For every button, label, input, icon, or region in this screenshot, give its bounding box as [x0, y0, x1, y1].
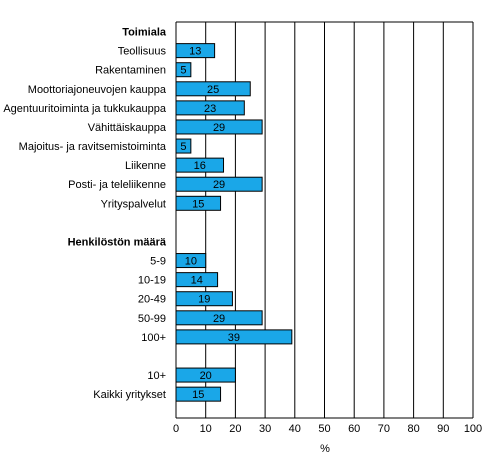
x-tick-label: 100 — [464, 423, 482, 435]
bar-10 — [175, 367, 236, 383]
bar-yrityspalvelut — [175, 195, 222, 211]
category-label-5-9: 5-9 — [150, 256, 166, 268]
bar-rakentaminen — [175, 62, 192, 78]
bar-majoitus-ja-ravitsemistoiminta — [175, 138, 192, 154]
category-label-kaikki-yritykset: Kaikki yritykset — [93, 389, 166, 401]
bar-vahittaiskauppa — [175, 119, 263, 135]
x-tick-label: 0 — [173, 423, 179, 435]
x-axis-label: % — [320, 443, 330, 455]
bar-20-49 — [175, 291, 233, 307]
category-label-10: 10+ — [147, 370, 166, 382]
category-label-rakentaminen: Rakentaminen — [95, 65, 166, 77]
bar-kaikki-yritykset — [175, 386, 222, 402]
category-labels: Toimiala Teollisuus Rakentaminen Moottoriaj… — [3, 27, 167, 402]
data-label-50-99: 29 — [213, 313, 225, 325]
data-label-moottoriajoneuvojen-kauppa: 25 — [207, 84, 219, 96]
category-label-yrityspalvelut: Yrityspalvelut — [101, 198, 166, 210]
category-label-100: 100+ — [141, 332, 166, 344]
data-label-20-49: 19 — [198, 294, 210, 306]
bar-agentuuritoiminta-ja-tukkukauppa — [175, 100, 245, 116]
data-label-posti-ja-teleliikenne: 29 — [213, 179, 225, 191]
category-label-posti-ja-teleliikenne: Posti- ja teleliikenne — [68, 179, 166, 191]
data-label-liikenne: 16 — [194, 160, 206, 172]
category-label-teollisuus: Teollisuus — [118, 46, 167, 58]
category-label-50-99: 50-99 — [138, 313, 166, 325]
section-title: Henkilöstön määrä — [68, 236, 167, 248]
data-label-majoitus-ja-ravitsemistoiminta: 5 — [180, 141, 186, 153]
data-label-yrityspalvelut: 15 — [192, 198, 204, 210]
bar-posti-ja-teleliikenne — [175, 176, 263, 192]
x-tick-label: 70 — [378, 423, 390, 435]
data-label-rakentaminen: 5 — [180, 65, 186, 77]
bar-100 — [175, 329, 293, 345]
category-label-agentuuritoiminta-ja-tukkukauppa: Agentuuritoiminta ja tukkukauppa — [3, 103, 167, 115]
data-label-10: 20 — [200, 370, 212, 382]
bar-50-99 — [175, 310, 263, 326]
x-tick-label: 30 — [259, 423, 271, 435]
x-tick-label: 80 — [407, 423, 419, 435]
data-label-agentuuritoiminta-ja-tukkukauppa: 23 — [204, 103, 216, 115]
bar-teollisuus — [175, 43, 216, 59]
data-label-100: 39 — [228, 332, 240, 344]
x-tick-label: 20 — [229, 423, 241, 435]
x-tick-label: 60 — [348, 423, 360, 435]
category-label-moottoriajoneuvojen-kauppa: Moottoriajoneuvojen kauppa — [28, 84, 167, 96]
x-tick-label: 40 — [289, 423, 301, 435]
bar-5-9 — [175, 253, 207, 269]
data-label-kaikki-yritykset: 15 — [192, 389, 204, 401]
bar-liikenne — [175, 157, 225, 173]
x-tick-label: 90 — [437, 423, 449, 435]
x-axis: 0 10 20 30 40 50 60 70 80 90 100 — [173, 423, 482, 435]
x-tick-label: 10 — [200, 423, 212, 435]
section-title: Toimiala — [122, 27, 167, 39]
data-label-vahittaiskauppa: 29 — [213, 122, 225, 134]
category-label-20-49: 20-49 — [138, 294, 166, 306]
x-tick-label: 50 — [318, 423, 330, 435]
category-label-majoitus-ja-ravitsemistoiminta: Majoitus- ja ravitsemistoiminta — [19, 141, 167, 153]
category-label-liikenne: Liikenne — [125, 160, 166, 172]
data-label-5-9: 10 — [185, 256, 197, 268]
category-label-vahittaiskauppa: Vähittäiskauppa — [88, 122, 167, 134]
bar-10-19 — [175, 272, 219, 288]
data-label-10-19: 14 — [191, 275, 203, 287]
bar-moottoriajoneuvojen-kauppa — [175, 81, 251, 97]
data-label-teollisuus: 13 — [189, 46, 201, 58]
category-label-10-19: 10-19 — [138, 275, 166, 287]
